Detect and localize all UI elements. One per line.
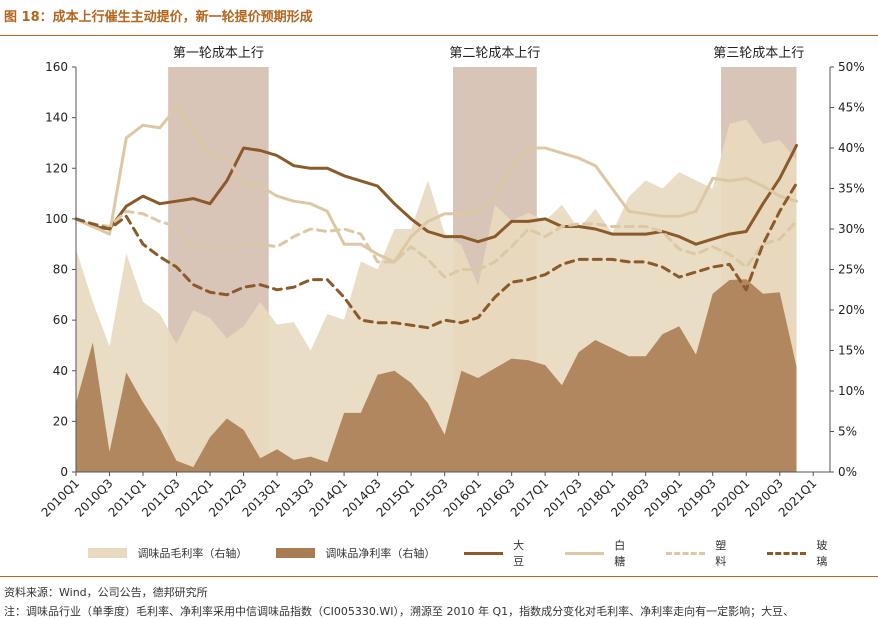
legend-item-plastic: 塑料: [665, 537, 737, 569]
left-tick-label: 160: [45, 60, 68, 74]
line-series-塑料: [74, 209, 798, 279]
line-series-玻璃: [74, 181, 798, 330]
left-tick-label: 100: [45, 212, 68, 226]
right-tick-label: 5%: [838, 425, 857, 439]
bottom-divider: [0, 576, 878, 577]
legend-label: 大豆: [513, 539, 525, 568]
right-tick-label: 10%: [838, 384, 865, 398]
legend-item-sugar: 白糖: [564, 537, 636, 569]
legend-item-soybean: 大豆: [463, 537, 535, 569]
right-tick-label: 30%: [838, 222, 865, 236]
legend: 调味品毛利率（右轴） 调味品净利率（右轴） 大豆 白糖 塑料 玻璃: [88, 539, 868, 568]
right-tick-label: 40%: [838, 141, 865, 155]
legend-label: 塑料: [715, 539, 727, 568]
top-divider: [0, 35, 878, 36]
period-label-3: 第三轮成本上行: [713, 46, 804, 61]
area-series: [76, 119, 797, 472]
left-tick-label: 120: [45, 161, 68, 175]
left-tick-label: 0: [60, 465, 68, 479]
right-tick-label: 35%: [838, 182, 865, 196]
right-tick-label: 0%: [838, 465, 857, 479]
legend-item-gross-margin: 调味品毛利率（右轴）: [88, 545, 248, 561]
legend-label: 白糖: [614, 539, 626, 568]
right-tick-label: 20%: [838, 303, 865, 317]
legend-swatch-line: [665, 551, 706, 555]
right-tick-label: 45%: [838, 101, 865, 115]
area-series-2: [76, 279, 797, 472]
period-label-1: 第一轮成本上行: [173, 46, 264, 61]
right-tick-label: 50%: [838, 60, 865, 74]
legend-label: 调味品净利率（右轴）: [325, 547, 436, 560]
legend-label: 玻璃: [816, 539, 828, 568]
period-label-2: 第二轮成本上行: [449, 46, 540, 61]
footnote: 注：调味品行业（单季度）毛利率、净利率采用中信调味品指数（CI005330.WI…: [4, 605, 795, 618]
legend-swatch-line: [766, 551, 807, 555]
legend-label: 调味品毛利率（右轴）: [137, 547, 248, 560]
line-series-白糖: [74, 106, 798, 264]
right-tick-label: 25%: [838, 263, 865, 277]
source-note: 资料来源：Wind，公司公告，德邦研究所: [4, 586, 208, 599]
figure-title: 图 18：成本上行催生主动提价，新一轮提价预期形成: [4, 10, 313, 25]
legend-item-glass: 玻璃: [766, 537, 838, 569]
legend-swatch-line: [564, 551, 605, 555]
left-tick-label: 40: [53, 364, 68, 378]
legend-swatch-area: [275, 548, 316, 558]
left-tick-label: 60: [53, 313, 68, 327]
legend-swatch-area: [88, 548, 128, 558]
chart: 0 20 40 60 80 100 120 140 160 0% 5% 10% 15% 20% 25% 30%…: [39, 46, 865, 520]
left-tick-label: 20: [53, 414, 68, 428]
right-tick-label: 15%: [838, 344, 865, 358]
left-tick-label: 140: [45, 111, 68, 125]
period-labels: 第一轮成本上行 第二轮成本上行 第三轮成本上行: [173, 46, 804, 61]
left-tick-label: 80: [53, 263, 68, 277]
legend-item-net-margin: 调味品净利率（右轴）: [275, 545, 436, 561]
legend-swatch-line: [463, 551, 504, 555]
line-series: [74, 106, 798, 330]
line-series-大豆: [74, 144, 798, 246]
